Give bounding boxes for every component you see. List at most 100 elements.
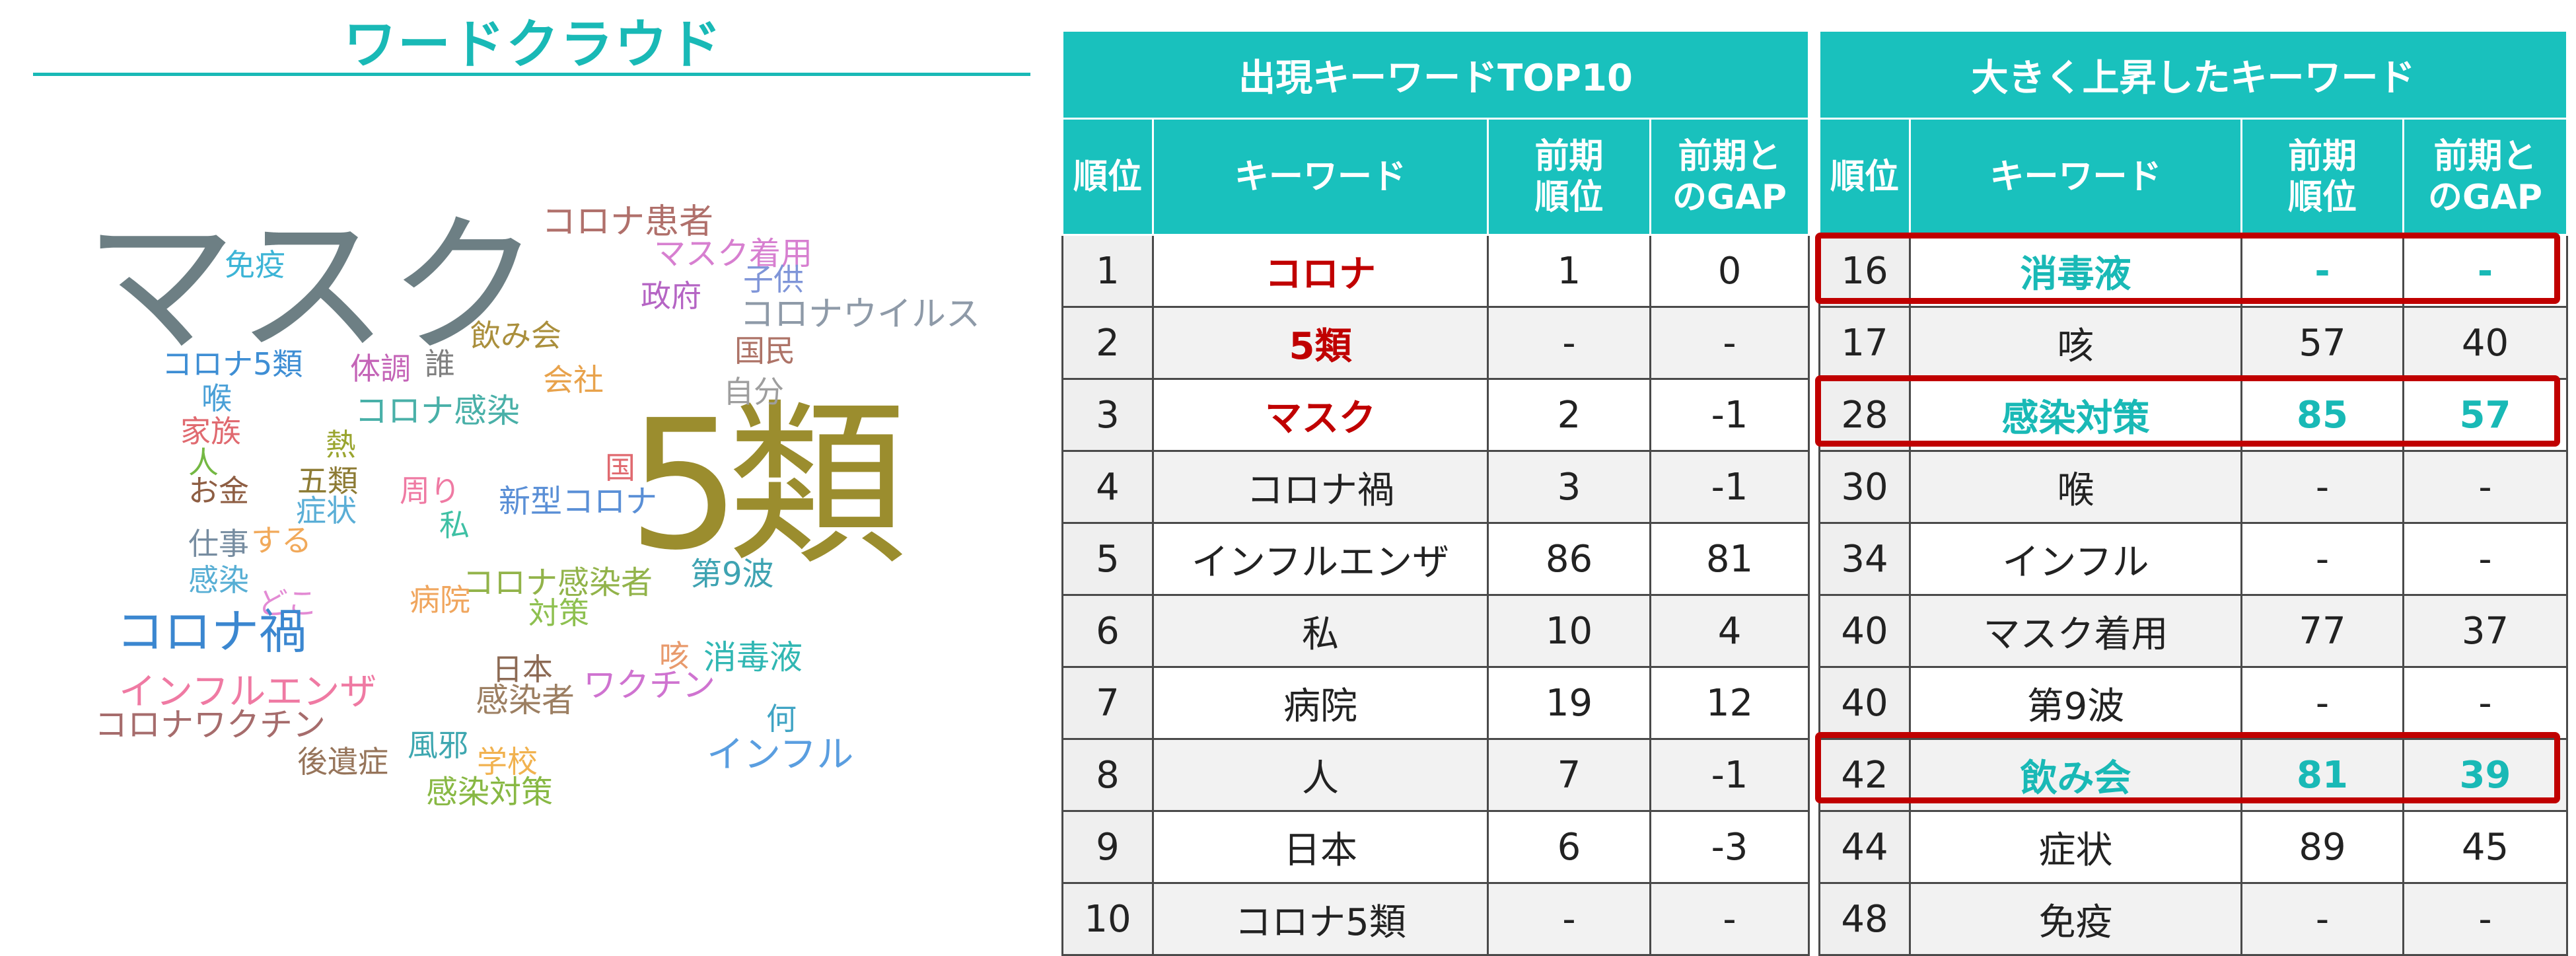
word-kaze: 風邪 [408,727,468,763]
rank-cell: 28 [1818,378,1911,452]
prev-rank-cell: 2 [1487,378,1651,452]
word-vaccine: ワクチン [583,666,715,704]
highlight-box-nomikai [1815,732,2560,803]
word-corona-kansensha: コロナ感染者 [462,564,653,601]
gap-cell: 37 [2402,594,2568,668]
word-kansensha: 感染者 [476,681,575,719]
gap-cell: 40 [2402,306,2568,380]
rank-cell: 6 [1061,594,1154,668]
header-prev-rank: 前期順位 [1487,118,1651,236]
prev-rank-cell: - [2240,882,2404,956]
rank-cell: 10 [1061,882,1154,956]
table-row: 40 第9波 - - [1818,666,2568,740]
word-hito: 人 [188,445,219,480]
word-5rui: 5類 [627,381,906,589]
table-row: 10 コロナ5類 - - [1061,882,1810,956]
word-gakko: 学校 [477,744,538,780]
keyword-cell: 5類 [1152,306,1489,380]
keyword-cell: 人 [1152,738,1489,812]
word-corona-kansen: コロナ感染 [355,392,520,430]
table-row: 30 喉 - - [1818,450,2568,524]
table-row: 48 免疫 - - [1818,882,2568,956]
rank-cell: 40 [1818,594,1911,668]
word-kansen-taisaku: 感染対策 [426,774,554,811]
prev-rank-cell: - [2240,522,2404,596]
rank-cell: 7 [1061,666,1154,740]
word-suru: する [251,523,312,558]
keyword-cell: コロナ [1152,234,1489,308]
prev-rank-cell: 85 [2240,378,2404,452]
gap-cell: 39 [2402,738,2568,812]
word-netsu: 熱 [326,427,356,462]
word-dare: 誰 [425,346,455,382]
keyword-cell: 病院 [1152,666,1489,740]
prev-rank-cell: - [1487,306,1651,380]
keyword-cell: インフル [1909,522,2242,596]
header-rank: 順位 [1061,118,1154,236]
rank-cell: 16 [1818,234,1911,308]
keyword-cell: 日本 [1152,810,1489,884]
prev-rank-cell: - [2240,666,2404,740]
word-corona-5rui: コロナ5類 [162,346,303,382]
rank-cell: 4 [1061,450,1154,524]
rank-cell: 5 [1061,522,1154,596]
word-seki: 咳 [659,638,690,674]
rank-cell: 9 [1061,810,1154,884]
word-nihon: 日本 [492,651,553,687]
prev-rank-cell: 7 [1487,738,1651,812]
gap-cell: 45 [2402,810,2568,884]
prev-rank-cell: 89 [2240,810,2404,884]
gap-cell: 81 [1649,522,1810,596]
keyword-cell: コロナ5類 [1152,882,1489,956]
gap-cell: - [1649,882,1810,956]
highlight-box-shodokueki [1815,233,2560,304]
word-nodo: 喉 [201,381,232,416]
word-influ: インフル [707,733,854,776]
table-row: 34 インフル - - [1818,522,2568,596]
word-kuni: 国 [605,450,635,486]
table-row: 5 インフルエンザ 86 81 [1061,522,1810,596]
rank-cell: 30 [1818,450,1911,524]
gap-cell: - [2402,450,2568,524]
table-row: 8 人 7 -1 [1061,738,1810,812]
table-row: 4 コロナ禍 3 -1 [1061,450,1810,524]
word-kokumin: 国民 [734,333,795,369]
keyword-cell: コロナ禍 [1152,450,1489,524]
table-row: 44 症状 89 45 [1818,810,2568,884]
top10-title: 出現キーワードTOP10 [1061,30,1810,120]
prev-rank-cell: - [1487,882,1651,956]
prev-rank-cell: - [2240,234,2404,308]
rank-cell: 3 [1061,378,1154,452]
word-doko: どこ [258,585,318,621]
word-corona-vaccine: コロナワクチン [94,706,326,744]
word-kaisha: 会社 [543,362,604,398]
word-mawari: 周り [400,473,460,509]
gap-cell: - [1649,306,1810,380]
word-taicho: 体調 [350,351,411,386]
rank-cell: 2 [1061,306,1154,380]
gap-cell: 4 [1649,594,1810,668]
prev-rank-cell: 6 [1487,810,1651,884]
word-shojo: 症状 [296,493,357,529]
keyword-cell: 喉 [1909,450,2242,524]
gap-cell: -3 [1649,810,1810,884]
word-koisho: 後遺症 [297,744,388,780]
keyword-cell: 免疫 [1909,882,2242,956]
table-row: 40 マスク着用 77 37 [1818,594,2568,668]
word-mask: マスク [85,199,541,375]
keyword-cell: インフルエンザ [1152,522,1489,596]
prev-rank-cell: 86 [1487,522,1651,596]
gap-cell: -1 [1649,450,1810,524]
table-row: 16 消毒液 - - [1818,234,2568,308]
word-cloud-title: ワードクラウド [343,14,723,75]
header-keyword: キーワード [1909,118,2242,236]
keyword-cell: マスク [1152,378,1489,452]
keyword-cell: マスク着用 [1909,594,2242,668]
word-mask-chakuyo: マスク着用 [654,235,813,272]
header-prev-rank: 前期順位 [2240,118,2404,236]
title-underline [33,73,1030,76]
header-rank: 順位 [1818,118,1911,236]
prev-rank-cell: 10 [1487,594,1651,668]
highlight-box-kansen-taisaku [1815,375,2560,447]
gap-cell: - [2402,234,2568,308]
